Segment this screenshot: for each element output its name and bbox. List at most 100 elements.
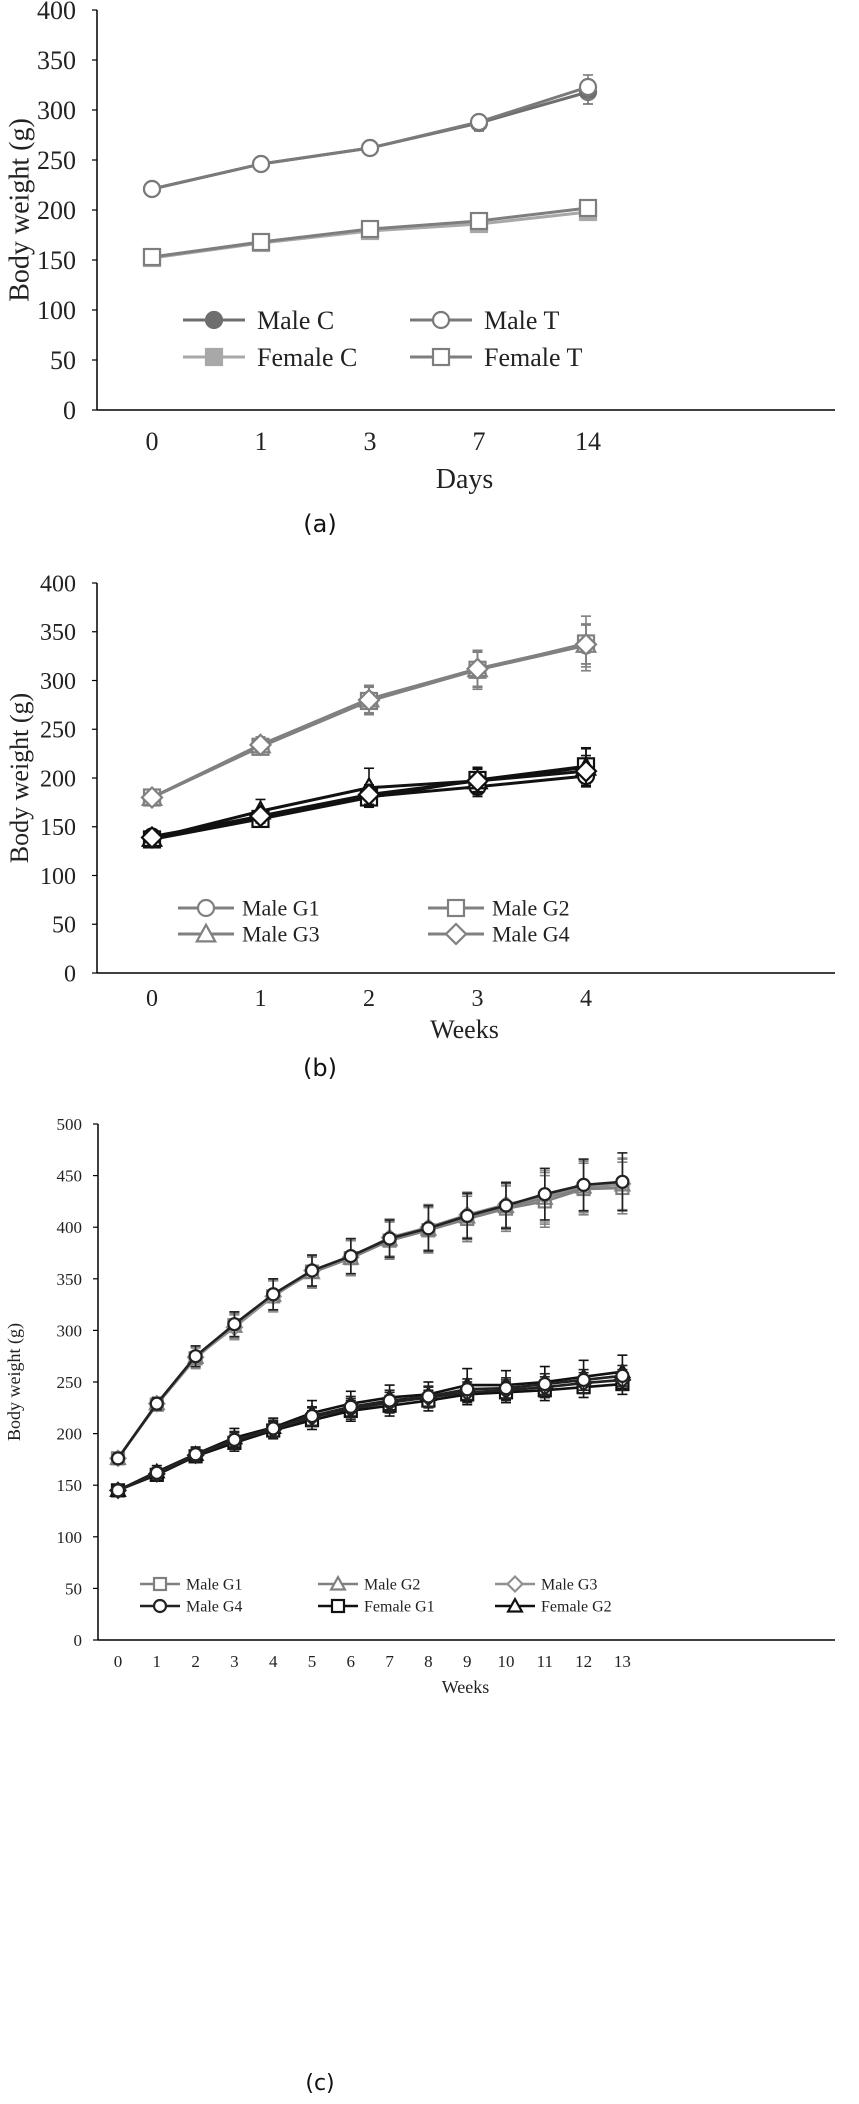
legend-label: Male G3	[541, 1577, 597, 1594]
y-tick-label: 100	[57, 1528, 83, 1547]
series-line	[151, 85, 589, 191]
data-point	[149, 1465, 164, 1480]
data-point	[460, 1208, 475, 1223]
x-tick-label: 1	[153, 1652, 162, 1671]
data-point	[140, 825, 164, 850]
legend-marker	[431, 310, 451, 330]
legend-item: Male G1	[178, 896, 320, 921]
series-unlabeled-6	[108, 1368, 632, 1500]
legend-item: Male G1	[140, 1577, 242, 1594]
legend-item: Male G2	[428, 896, 570, 921]
y-tick-label: 100	[40, 864, 76, 890]
legend-label: Male G2	[492, 896, 570, 921]
y-tick-label: 250	[37, 146, 76, 175]
series-male-g2	[109, 1158, 632, 1465]
series-line	[116, 1180, 623, 1460]
x-tick-label: 2	[191, 1652, 200, 1671]
legend-label: Male G3	[242, 922, 320, 947]
y-axis-label: Body weight (g)	[4, 1323, 25, 1441]
legend: Male G1 Male G2 Male G3 Male G4	[178, 896, 570, 947]
x-tick-label: 12	[575, 1652, 592, 1671]
panel-caption: (a)	[303, 510, 336, 538]
y-tick-label: 400	[40, 571, 76, 597]
y-tick-label: 200	[40, 766, 76, 792]
y-tick-label: 350	[57, 1270, 83, 1289]
series-line	[116, 1183, 623, 1460]
data-point	[498, 1198, 514, 1213]
x-axis-label: Weeks	[442, 1677, 490, 1697]
legend-marker	[505, 1574, 525, 1594]
data-point	[469, 112, 489, 132]
series-female-g2	[109, 1354, 632, 1497]
legend-label: Female G1	[364, 1599, 435, 1616]
y-tick-label: 400	[37, 0, 76, 25]
y-tick-label: 0	[64, 961, 76, 987]
x-tick-label: 5	[308, 1652, 317, 1671]
y-tick-label: 200	[57, 1425, 83, 1444]
data-point	[421, 1389, 436, 1404]
legend: Male C Male T Female C Female T	[183, 306, 583, 372]
x-tick-label: 0	[114, 1652, 123, 1671]
legend-marker	[152, 1576, 168, 1592]
legend: Male G1 Male G2 Male G3 Male G4 Female G1 Fem…	[140, 1574, 612, 1616]
data-point	[360, 219, 380, 239]
legend-item: Male T	[410, 306, 559, 335]
legend-item: Male G2	[318, 1574, 420, 1594]
legend-item: Male G3	[178, 922, 320, 947]
series-male-c	[142, 79, 598, 199]
x-tick-label: 7	[385, 1652, 394, 1671]
legend-marker	[196, 898, 216, 918]
x-tick-label: 0	[146, 986, 158, 1012]
legend-item: Male C	[183, 306, 334, 335]
legend-marker	[330, 1598, 346, 1614]
y-tick-label: 300	[40, 669, 76, 695]
x-tick-label: 13	[614, 1652, 631, 1671]
y-tick-label: 150	[57, 1476, 83, 1495]
y-tick-label: 450	[57, 1167, 83, 1186]
legend-item: Female T	[410, 343, 583, 372]
data-point	[465, 657, 490, 681]
legend-marker	[194, 922, 218, 943]
legend-label: Male G4	[186, 1599, 242, 1616]
series-unlabeled-7	[140, 754, 598, 850]
data-point	[357, 688, 381, 712]
y-tick-label: 400	[57, 1218, 83, 1237]
data-point	[574, 759, 598, 783]
y-tick-label: 50	[65, 1579, 82, 1598]
x-tick-label: 8	[424, 1652, 433, 1671]
data-point	[382, 1231, 397, 1246]
x-tick-label: 4	[580, 986, 592, 1012]
data-point	[251, 232, 271, 252]
data-point	[537, 1376, 552, 1392]
y-tick-label: 0	[63, 396, 76, 425]
x-tick-label: 0	[146, 427, 159, 456]
data-point	[248, 733, 273, 757]
data-point	[142, 179, 162, 199]
x-tick-label: 9	[463, 1652, 472, 1671]
data-point	[578, 198, 598, 218]
data-point	[266, 1287, 281, 1302]
data-point	[576, 1177, 591, 1192]
data-point	[537, 1187, 552, 1202]
data-point	[360, 138, 380, 158]
chart-panel-1: 0 50 100 150 200 250 300 350 400 0 1 3 7 14 Days Body w…	[4, 0, 835, 538]
y-axis-label: Body weight (g)	[4, 118, 35, 302]
x-tick-label: 4	[269, 1652, 278, 1671]
series-female-t	[142, 198, 598, 267]
legend-item: Female G1	[318, 1599, 435, 1616]
series-male-g4	[140, 624, 598, 810]
x-axis-label: Weeks	[430, 1015, 499, 1044]
x-tick-label: 11	[537, 1652, 553, 1671]
data-point	[357, 783, 381, 807]
panel-caption: (b)	[303, 1054, 337, 1082]
data-point	[615, 1174, 630, 1189]
legend-marker	[329, 1574, 347, 1591]
chart-panel-2: 0 50 100 150 200 250 300 350 400 0 1 2 3 4 Weeks Body w…	[5, 571, 835, 1082]
y-tick-label: 350	[40, 620, 76, 646]
data-point	[469, 211, 489, 231]
series-line	[116, 1186, 623, 1460]
data-point	[266, 1421, 281, 1436]
x-tick-label: 10	[498, 1652, 515, 1671]
